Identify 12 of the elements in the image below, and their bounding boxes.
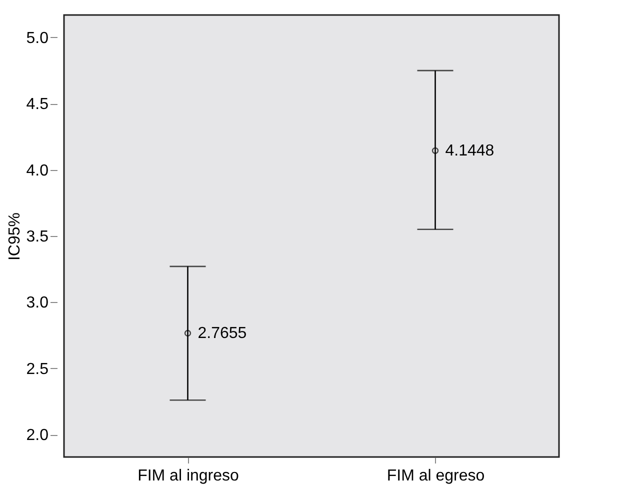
y-tick-label: 3.5 [26, 228, 49, 246]
y-tick-label: 2.0 [26, 427, 49, 444]
y-tick-label: 4.5 [26, 96, 49, 114]
y-tick-label: 4.0 [26, 162, 49, 180]
data-label: 2.7655 [198, 325, 247, 342]
y-tick-label: 2.5 [26, 360, 49, 378]
x-tick-label: FIM al ingreso [138, 468, 240, 484]
data-label: 4.1448 [445, 142, 494, 160]
y-tick-label: 5.0 [26, 30, 49, 47]
x-tick-label: FIM al egreso [386, 468, 485, 484]
y-tick-label: 3.0 [26, 294, 49, 312]
y-axis-title: IC95% [6, 212, 24, 261]
